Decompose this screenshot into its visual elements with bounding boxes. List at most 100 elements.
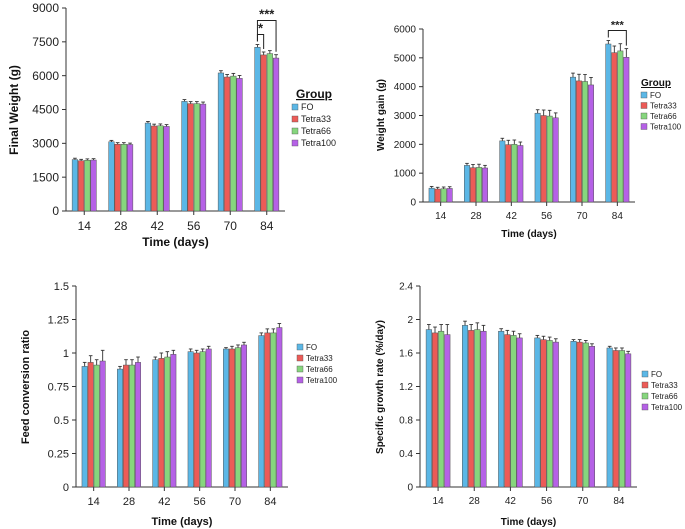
x-tick-label: 70 (576, 211, 588, 222)
y-tick-label: 0.5 (54, 415, 69, 427)
significance-label: *** (611, 20, 625, 32)
bar-tetra66-42 (511, 144, 518, 203)
x-tick-label: 42 (505, 496, 517, 507)
bar-tetra100-28 (127, 144, 134, 212)
bar-tetra100-70 (588, 346, 595, 488)
y-tick-label: 0.8 (399, 416, 413, 427)
bar-tetra66-14 (440, 188, 447, 203)
bar-fo-56 (181, 101, 188, 212)
x-tick-label: 14 (435, 211, 447, 222)
bar-fo-42 (498, 330, 505, 488)
x-axis-title: Time (days) (501, 229, 556, 240)
x-tick-label: 28 (114, 219, 128, 233)
significance-bracket (607, 30, 627, 46)
legend-swatch-tetra33 (296, 354, 304, 362)
bar-fo-56 (187, 351, 194, 488)
bar-tetra66-14 (84, 160, 91, 212)
bar-fo-70 (223, 348, 229, 488)
y-tick-label: 6000 (32, 69, 59, 83)
legend-swatch-tetra33 (641, 381, 649, 389)
bar-tetra66-70 (582, 81, 588, 203)
x-tick-label: 70 (577, 496, 589, 507)
y-tick-label: 1500 (32, 170, 59, 184)
bar-tetra100-14 (90, 159, 97, 212)
y-axis-title: Weight gain (g) (376, 79, 387, 151)
bar-tetra100-28 (135, 362, 141, 488)
bar-fo-84 (605, 43, 612, 203)
bar-fo-84 (258, 335, 265, 488)
y-tick-label: 5000 (394, 53, 417, 64)
x-tick-label: 84 (613, 496, 625, 507)
bar-tetra33-28 (470, 167, 476, 203)
bar-fo-70 (570, 76, 576, 203)
x-tick-label: 28 (470, 211, 482, 222)
bar-tetra33-42 (505, 144, 512, 203)
y-tick-label: 1.25 (48, 314, 69, 326)
legend-label-tetra66: Tetra66 (650, 112, 677, 121)
legend: FO Tetra33 Tetra66 Tetra100 (296, 343, 338, 385)
y-tick-label: 0 (52, 204, 59, 218)
bar-tetra100-56 (200, 103, 207, 212)
y-tick-label: 7500 (32, 35, 59, 49)
y-axis-title: Final Weight (g) (7, 65, 21, 155)
bar-tetra33-28 (123, 364, 129, 488)
bar-tetra100-84 (625, 353, 632, 488)
legend-label-fo: FO (301, 102, 314, 112)
x-tick-label: 84 (612, 211, 624, 222)
x-tick-label: 42 (151, 219, 165, 233)
legend-swatch-tetra66 (640, 112, 648, 120)
bar-tetra66-70 (235, 347, 241, 488)
bar-tetra100-42 (516, 337, 523, 488)
legend-title: Group (296, 87, 332, 101)
bar-tetra66-70 (582, 342, 589, 488)
legend-swatch-tetra100 (640, 123, 648, 130)
legend-swatch-fo (640, 91, 648, 99)
bar-tetra66-84 (270, 332, 277, 488)
x-tick-label: 14 (88, 496, 100, 508)
bar-tetra33-28 (114, 143, 121, 212)
bar-tetra33-14 (431, 332, 439, 488)
y-tick-label: 0.4 (399, 449, 413, 460)
bar-fo-28 (117, 368, 123, 488)
bar-tetra33-70 (576, 80, 582, 203)
legend-swatch-tetra66 (296, 365, 304, 373)
bar-tetra66-14 (438, 330, 445, 488)
bar-tetra66-56 (193, 103, 200, 212)
legend-label-tetra33: Tetra33 (306, 354, 333, 363)
bar-fo-14 (81, 366, 88, 488)
y-tick-label: 4000 (394, 82, 417, 93)
bar-tetra66-84 (618, 350, 626, 488)
y-tick-label: 2000 (394, 140, 417, 151)
bar-tetra100-84 (276, 327, 283, 488)
x-tick-label: 14 (433, 496, 445, 507)
y-tick-label: 1.5 (54, 281, 69, 293)
bar-tetra66-14 (93, 364, 100, 488)
y-tick-label: 1.6 (399, 349, 413, 360)
y-tick-label: 1000 (394, 169, 417, 180)
bar-tetra66-28 (120, 143, 127, 212)
legend-swatch-tetra66 (291, 127, 299, 135)
legend-label-tetra66: Tetra66 (306, 365, 333, 374)
bar-tetra66-56 (546, 115, 553, 203)
bar-tetra100-28 (480, 330, 487, 488)
legend-label-fo: FO (651, 370, 662, 379)
bar-fo-42 (152, 359, 159, 488)
bar-tetra100-14 (444, 334, 451, 488)
bar-tetra100-42 (170, 354, 177, 488)
bar-tetra100-84 (623, 57, 630, 203)
x-tick-label: 70 (229, 496, 241, 508)
bar-tetra100-56 (552, 341, 559, 488)
y-tick-label: 2.4 (399, 282, 413, 293)
x-axis-title: Time (days) (501, 517, 556, 528)
bar-tetra100-14 (99, 360, 106, 488)
bar-tetra100-84 (273, 57, 280, 212)
bar-fo-42 (499, 140, 506, 203)
chart-panel-2: 0 1000 2000 3000 4000 5000 6000 14 28 42 56 70 84 ***… (376, 20, 682, 240)
bar-tetra100-56 (205, 348, 212, 488)
x-tick-label: 42 (506, 211, 518, 222)
legend-swatch-fo (291, 103, 299, 111)
bar-tetra66-56 (199, 351, 206, 488)
significance-bracket (256, 20, 277, 52)
y-tick-label: 1 (63, 348, 69, 360)
x-tick-label: 28 (469, 496, 481, 507)
